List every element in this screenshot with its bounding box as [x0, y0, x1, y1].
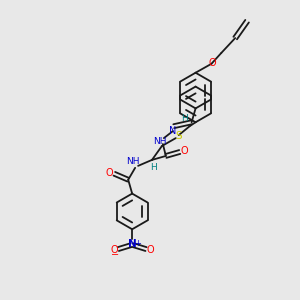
Text: −: − [111, 250, 119, 260]
Text: O: O [208, 58, 216, 68]
Text: O: O [181, 146, 188, 156]
Text: +: + [134, 238, 141, 247]
Text: O: O [146, 245, 154, 255]
Text: H: H [151, 163, 157, 172]
Text: NH: NH [153, 136, 167, 146]
Text: H: H [181, 114, 188, 123]
Text: S: S [176, 131, 182, 141]
Text: NH: NH [126, 158, 140, 166]
Text: N: N [128, 239, 136, 249]
Text: O: O [110, 245, 118, 255]
Text: O: O [106, 168, 113, 178]
Text: N: N [169, 126, 176, 136]
